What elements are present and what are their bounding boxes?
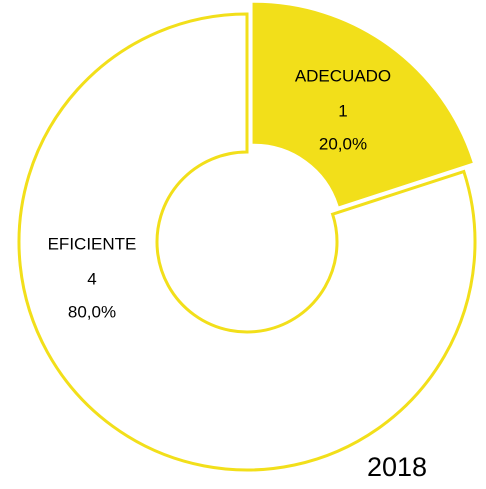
donut-slice	[252, 2, 473, 207]
chart-title: 2018	[367, 452, 427, 482]
slice-value-label: 1	[338, 101, 347, 120]
slice-percentage-label: 20,0%	[319, 134, 367, 153]
slice-value-label: 4	[87, 269, 96, 288]
slice-category-label: ADECUADO	[295, 66, 391, 85]
slice-category-label: EFICIENTE	[48, 234, 137, 253]
slice-percentage-label: 80,0%	[68, 302, 116, 321]
donut-slice	[17, 12, 477, 472]
slices: ADECUADO 1 20,0% EFICIENTE 4 80,0%	[17, 2, 477, 472]
